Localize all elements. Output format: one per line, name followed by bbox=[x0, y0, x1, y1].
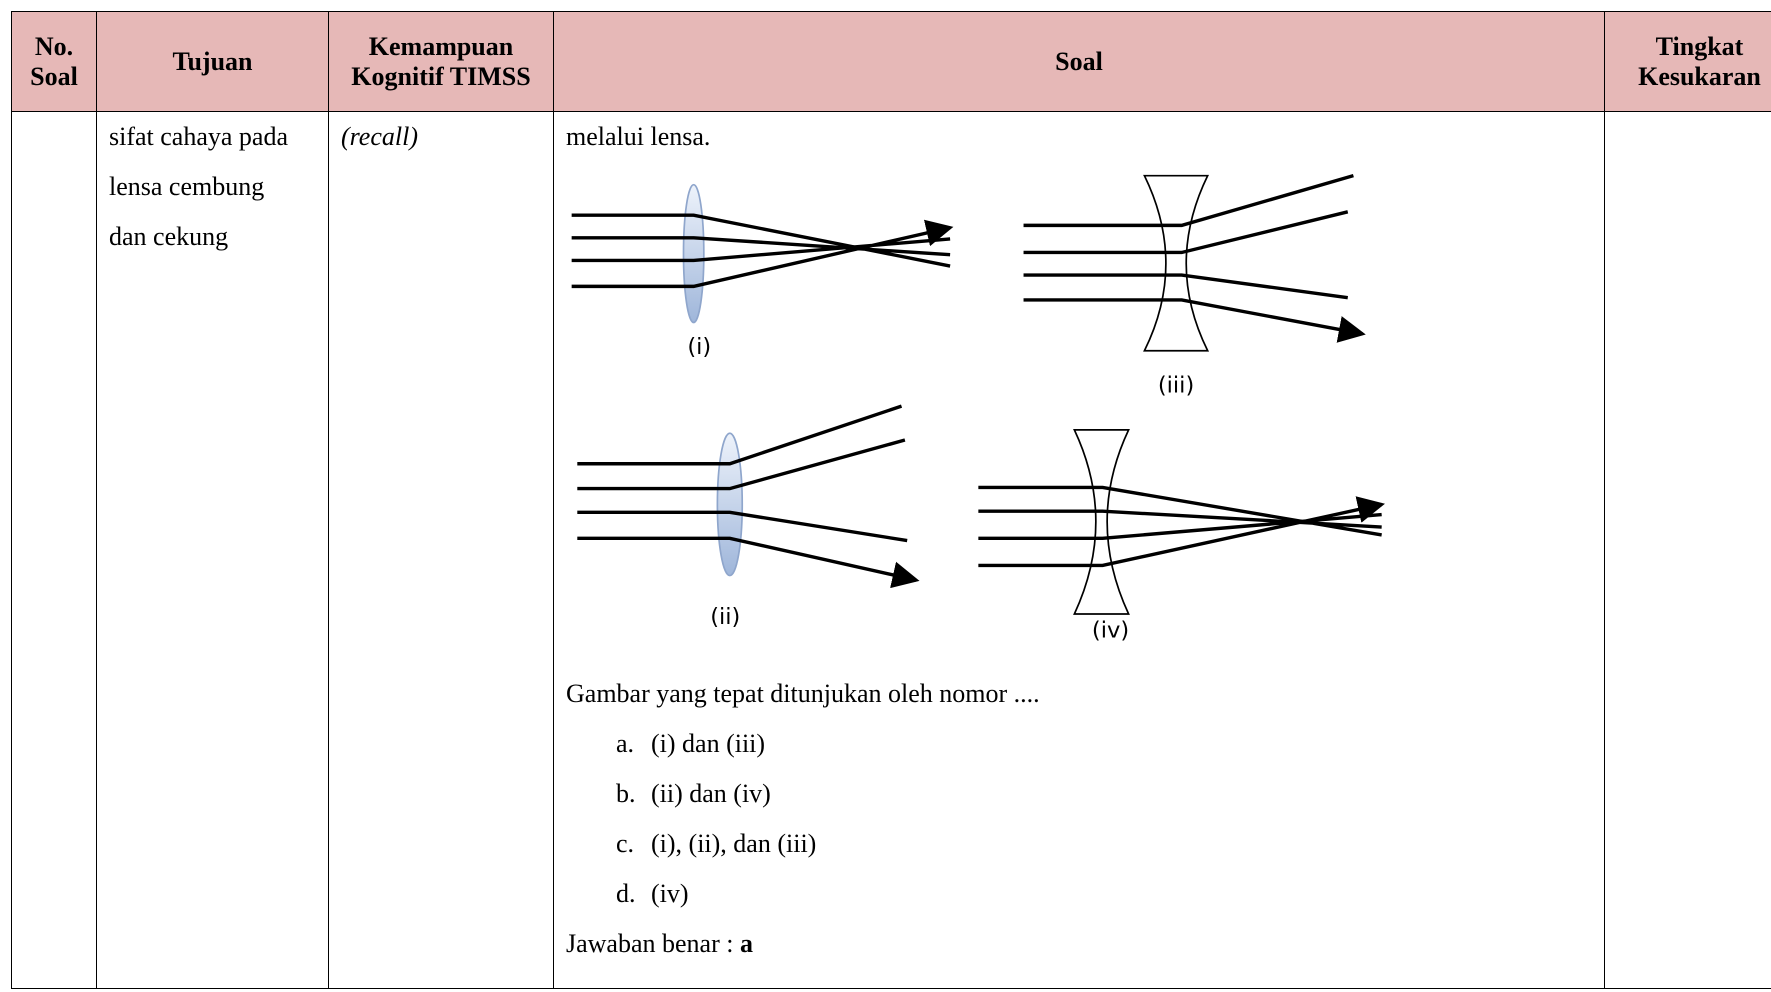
figure-label: (ii) bbox=[710, 604, 740, 630]
text: Gambar yang tepat ditunjukan oleh nomor … bbox=[566, 679, 1040, 708]
text: sifat cahaya pada bbox=[109, 122, 289, 151]
option-letter: c. bbox=[616, 829, 635, 858]
option-text: (i) dan (iii) bbox=[651, 729, 766, 758]
option: b. (ii) dan (iv) bbox=[566, 769, 1592, 819]
text: (recall) bbox=[341, 122, 418, 151]
header-cell: Kemampuan Kognitif TIMSS bbox=[328, 11, 554, 112]
body-row: sifat cahaya pada lensa cembung dan ceku… bbox=[11, 111, 1771, 989]
header-row: No. Soal Tujuan Kemampuan Kognitif TIMSS… bbox=[11, 11, 1771, 112]
option: a. (i) dan (iii) bbox=[566, 719, 1592, 769]
cell bbox=[1604, 111, 1771, 989]
option-text: (i), (ii), dan (iii) bbox=[651, 829, 817, 858]
text: lensa cembung bbox=[109, 172, 265, 201]
cell bbox=[11, 111, 97, 989]
answer: Jawaban benar : a bbox=[566, 919, 1592, 969]
header-cell: Tingkat Kesukaran bbox=[1604, 11, 1771, 112]
text: melalui lensa. bbox=[566, 122, 711, 151]
table: No. Soal Tujuan Kemampuan Kognitif TIMSS… bbox=[11, 11, 1771, 989]
answer-value: a bbox=[739, 929, 753, 958]
option-text: (ii) dan (iv) bbox=[651, 779, 771, 808]
cell: melalui lensa. (i) (ii) (iii) (iv) Gamba… bbox=[553, 111, 1605, 989]
cell: sifat cahaya pada lensa cembung dan ceku… bbox=[96, 111, 329, 989]
option-text: (iv) bbox=[651, 879, 689, 908]
option-letter: a. bbox=[616, 729, 635, 758]
figure-label: (i) bbox=[687, 334, 711, 360]
cell: (recall) bbox=[328, 111, 554, 989]
lens-figure: (i) (ii) (iii) (iv) bbox=[571, 174, 1402, 644]
option-letter: b. bbox=[616, 779, 636, 808]
figure-label: (iii) bbox=[1158, 373, 1194, 399]
header-cell: Soal bbox=[553, 11, 1605, 112]
header-cell: No. Soal bbox=[11, 11, 97, 112]
option: d. (iv) bbox=[566, 869, 1592, 919]
header-cell: Tujuan bbox=[96, 11, 329, 112]
option: c. (i), (ii), dan (iii) bbox=[566, 819, 1592, 869]
figure-label: (iv) bbox=[1092, 618, 1129, 644]
option-letter: d. bbox=[616, 879, 636, 908]
text: dan cekung bbox=[109, 222, 229, 251]
answer-label: Jawaban benar : bbox=[566, 929, 734, 958]
document: No. Soal Tujuan Kemampuan Kognitif TIMSS… bbox=[11, 11, 1771, 989]
